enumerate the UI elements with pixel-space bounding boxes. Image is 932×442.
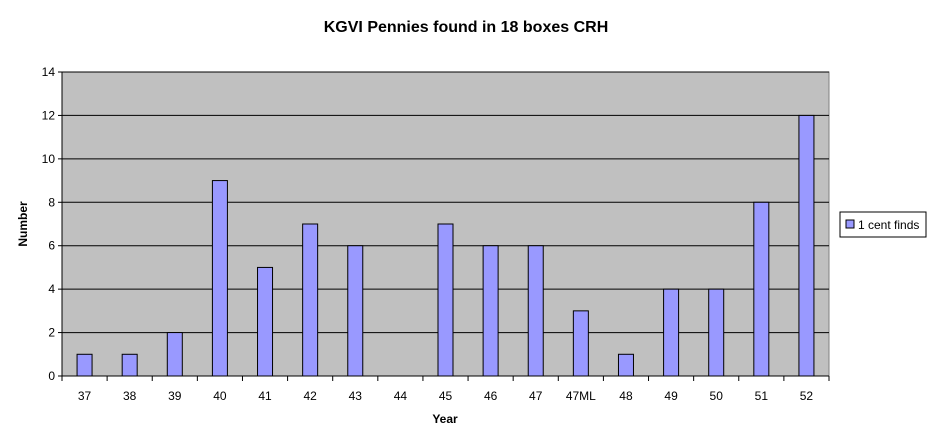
- bar-45: [437, 223, 454, 377]
- x-tick-label: 41: [258, 389, 272, 403]
- x-tick-label: 38: [123, 389, 137, 403]
- y-tick-label: 14: [42, 65, 56, 79]
- y-axis-label: Number: [16, 201, 30, 247]
- x-tick-label: 52: [800, 389, 814, 403]
- bar-46: [482, 245, 499, 377]
- x-tick-label: 47: [529, 389, 543, 403]
- x-tick-label: 39: [168, 389, 182, 403]
- x-tick-label: 51: [755, 389, 769, 403]
- x-tick-label: 43: [349, 389, 363, 403]
- bar-37: [76, 353, 93, 377]
- y-tick-label: 8: [48, 195, 55, 209]
- bar-40: [211, 180, 228, 377]
- x-axis-ticks: 37 38 39 40 41 42 43 44 45 46 47 47ML 48 49 50 51 52: [61, 376, 830, 403]
- y-tick-label: 4: [48, 282, 55, 296]
- legend: 1 cent finds: [839, 211, 927, 238]
- bar-51: [753, 201, 770, 377]
- x-tick-label: 48: [619, 389, 633, 403]
- x-tick-label: 40: [213, 389, 227, 403]
- gridlines: [62, 71, 829, 334]
- bar-41: [257, 266, 274, 377]
- x-tick-label: 49: [664, 389, 678, 403]
- x-tick-label: 42: [303, 389, 317, 403]
- x-tick-label: 46: [484, 389, 498, 403]
- bar-39: [166, 332, 183, 377]
- bar-47: [527, 245, 544, 377]
- legend-label: 1 cent finds: [858, 218, 919, 232]
- bars: [76, 114, 815, 377]
- y-tick-label: 10: [42, 152, 56, 166]
- bar-38: [121, 353, 138, 377]
- y-axis-ticks: 0 2 4 6 8 10 12 14: [42, 65, 62, 383]
- y-tick-label: 12: [42, 108, 56, 122]
- y-tick-label: 0: [48, 369, 55, 383]
- legend-swatch: [845, 219, 855, 229]
- y-tick-label: 2: [48, 326, 55, 340]
- x-tick-label: 37: [78, 389, 92, 403]
- bar-48: [617, 353, 634, 377]
- y-tick-label: 6: [48, 239, 55, 253]
- bar-50: [708, 288, 725, 377]
- x-axis-label: Year: [432, 412, 458, 426]
- x-tick-label: 47ML: [566, 389, 596, 403]
- bar-43: [347, 245, 364, 377]
- x-tick-label: 44: [394, 389, 408, 403]
- chart-title: KGVI Pennies found in 18 boxes CRH: [324, 19, 609, 36]
- x-tick-label: 45: [439, 389, 453, 403]
- bar-47ML: [572, 310, 589, 377]
- bar-42: [302, 223, 319, 377]
- bar-49: [663, 288, 680, 377]
- x-tick-label: 50: [710, 389, 724, 403]
- bar-52: [798, 114, 815, 377]
